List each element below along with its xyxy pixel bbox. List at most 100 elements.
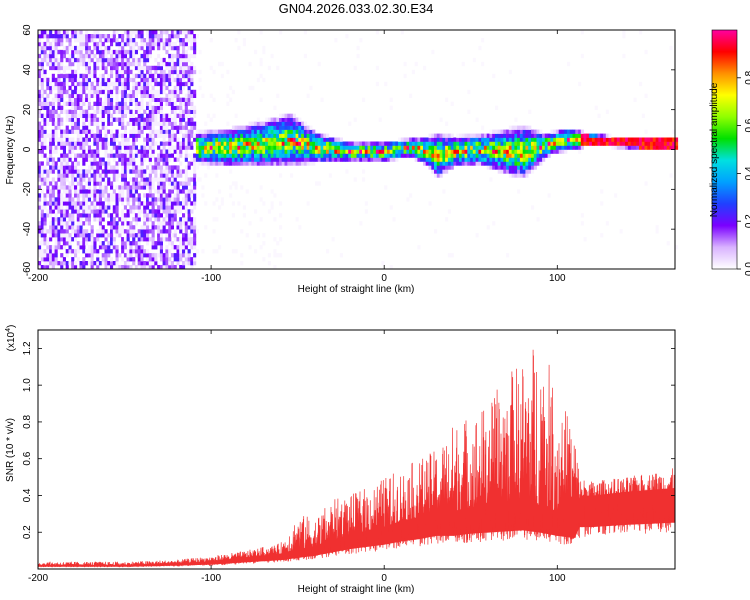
spectrogram-cell xyxy=(265,121,269,126)
spectrogram-cell xyxy=(281,117,285,122)
spectrogram-cell xyxy=(267,157,271,162)
spectrogram-cell xyxy=(226,101,230,106)
spectrogram-cell xyxy=(176,85,180,91)
spectrogram-cell xyxy=(126,73,130,79)
spectrogram-cell xyxy=(403,137,407,142)
spectrogram-cell xyxy=(54,53,58,59)
spectrogram-cell xyxy=(506,153,510,158)
spectrogram-cell xyxy=(273,193,277,198)
spectrogram-cell xyxy=(93,141,97,146)
spectrogram-cell xyxy=(65,173,69,178)
spectrogram-cell xyxy=(403,141,407,146)
spectrogram-cell xyxy=(85,93,89,98)
spectrogram-cell xyxy=(57,169,61,174)
spectrogram-cell xyxy=(65,169,69,174)
spectrogram-cell xyxy=(68,205,72,210)
spectrogram-cell xyxy=(669,45,673,51)
spectrogram-cell xyxy=(82,89,86,95)
spectrogram-cell xyxy=(173,201,177,206)
spectrogram-cell xyxy=(281,125,285,130)
spectrogram-cell xyxy=(87,69,91,75)
spectrogram-cell xyxy=(43,49,47,55)
spectrogram-cell xyxy=(231,249,235,254)
spectrogram-cell xyxy=(362,141,366,146)
spectrogram-cell xyxy=(107,265,111,270)
spectrogram-cell xyxy=(137,165,141,170)
spectrogram-cell xyxy=(110,57,114,63)
spectrogram-cell xyxy=(525,141,529,146)
spectrogram-cell xyxy=(168,157,172,162)
spectrogram-cell xyxy=(110,38,114,43)
spectrogram-cell xyxy=(461,157,465,162)
spectrogram-cell xyxy=(312,129,316,134)
spectrogram-cell xyxy=(49,205,53,210)
spectrogram-cell xyxy=(367,145,371,150)
spectrogram-cell xyxy=(170,137,174,142)
spectrogram-cell xyxy=(179,205,183,210)
spectrogram-cell xyxy=(528,133,532,138)
spectrogram-cell xyxy=(187,121,191,126)
spectrogram-cell xyxy=(312,149,316,154)
spectrogram-cell xyxy=(148,265,152,270)
spectrogram-cell xyxy=(57,73,61,79)
spectrogram-cell xyxy=(154,121,158,126)
spectrogram-cell xyxy=(43,229,47,234)
spectrogram-cell xyxy=(580,141,584,146)
spectrogram-cell xyxy=(489,161,493,166)
spectrogram-cell xyxy=(204,225,208,230)
spectrogram-cell xyxy=(143,145,147,150)
spectrogram-cell xyxy=(531,141,535,146)
spectrogram-cell xyxy=(121,81,125,87)
spectrogram-cell xyxy=(234,137,238,142)
spectrogram-cell xyxy=(38,133,42,138)
spectrogram-cell xyxy=(168,265,172,270)
spectrogram-cell xyxy=(157,253,161,258)
spectrogram-cell xyxy=(38,65,42,71)
spectrogram-cell xyxy=(168,69,172,75)
spectrogram-cell xyxy=(40,237,44,242)
spectrogram-cell xyxy=(118,49,122,55)
spectrogram-cell xyxy=(273,105,277,110)
spectrogram-cell xyxy=(107,73,111,79)
spectrogram-cell xyxy=(90,201,94,206)
spectrogram-cell xyxy=(143,93,147,98)
spectrogram-cell xyxy=(151,149,155,154)
spectrogram-cell xyxy=(317,181,321,186)
spectrogram-cell xyxy=(328,173,332,178)
spectrogram-cell xyxy=(140,257,144,262)
spectrogram-cell xyxy=(550,137,554,142)
spectrogram-cell xyxy=(193,105,197,110)
spectrogram-cell xyxy=(514,117,518,122)
spectrogram-cell xyxy=(79,201,83,206)
spectrogram-cell xyxy=(137,65,141,71)
spectrogram-cell xyxy=(132,129,136,134)
colorbar-tick-label: 0.2 xyxy=(744,214,750,228)
spectrogram-cell xyxy=(514,129,518,134)
spectrogram-cell xyxy=(497,133,501,138)
spectrogram-cell xyxy=(134,165,138,170)
spectrogram-cell xyxy=(193,225,197,230)
spectrogram-cell xyxy=(301,145,305,150)
spectrogram-cell xyxy=(85,65,89,71)
spectrogram-cell xyxy=(220,137,224,142)
spectrogram-cell xyxy=(87,93,91,98)
spectrogram-cell xyxy=(364,149,368,154)
spectrogram-cell xyxy=(107,253,111,258)
spectrogram-cell xyxy=(40,169,44,174)
spectrogram-cell xyxy=(96,125,100,130)
spectrogram-cell xyxy=(54,57,58,63)
spectrogram-cell xyxy=(154,133,158,138)
spectrogram-cell xyxy=(85,61,89,67)
spectrogram-cell xyxy=(245,157,249,162)
spectrogram-cell xyxy=(104,77,108,83)
spectrogram-cell xyxy=(567,141,571,146)
spectrogram-cell xyxy=(49,34,53,39)
spectrogram-cell xyxy=(115,209,119,214)
spectrogram-cell xyxy=(472,145,476,150)
spectrogram-cell xyxy=(38,185,42,190)
spectrogram-cell xyxy=(242,205,246,210)
spectrogram-cell xyxy=(495,165,499,170)
spectrogram-cell xyxy=(76,129,80,134)
spectrogram-cell xyxy=(475,141,479,146)
spectrogram-cell xyxy=(68,109,72,114)
